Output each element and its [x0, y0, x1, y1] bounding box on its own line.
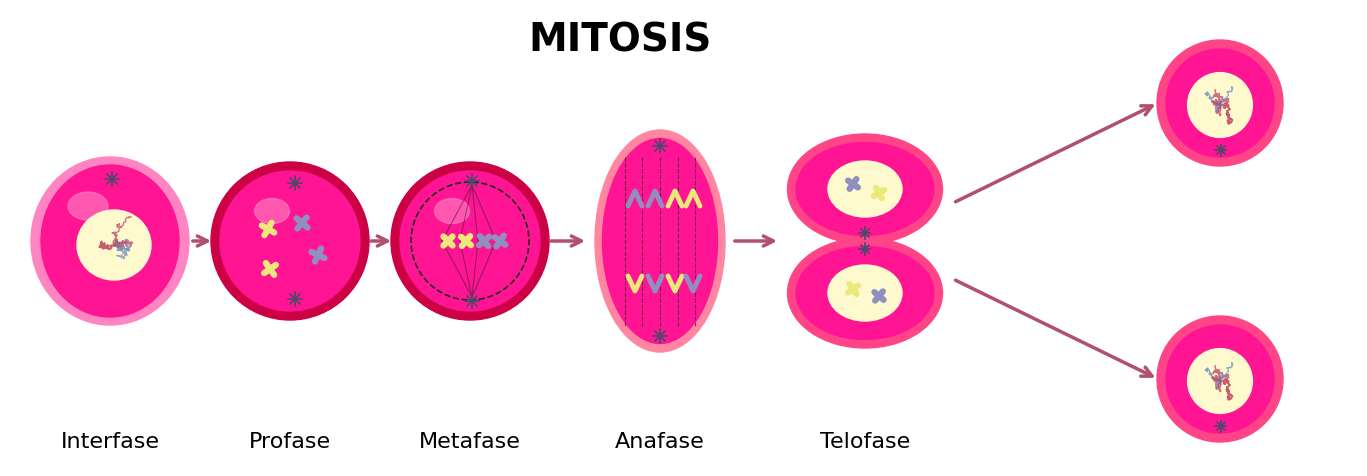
Circle shape	[1166, 50, 1274, 158]
Circle shape	[465, 240, 468, 243]
Circle shape	[447, 240, 450, 243]
Ellipse shape	[211, 163, 369, 320]
Circle shape	[1156, 317, 1284, 442]
Circle shape	[852, 183, 854, 186]
Circle shape	[1188, 73, 1252, 138]
Circle shape	[878, 295, 880, 298]
Ellipse shape	[31, 158, 189, 325]
Ellipse shape	[828, 266, 902, 321]
Ellipse shape	[401, 172, 540, 311]
Circle shape	[878, 192, 880, 195]
Circle shape	[483, 240, 485, 243]
Ellipse shape	[603, 139, 718, 344]
Ellipse shape	[254, 199, 290, 224]
Ellipse shape	[68, 193, 108, 220]
Ellipse shape	[595, 131, 725, 352]
Text: Metafase: Metafase	[420, 431, 521, 451]
Ellipse shape	[41, 166, 179, 317]
Text: MITOSIS: MITOSIS	[528, 22, 712, 60]
Ellipse shape	[787, 238, 942, 348]
Ellipse shape	[828, 162, 902, 218]
Circle shape	[499, 240, 502, 243]
Circle shape	[852, 288, 854, 291]
Ellipse shape	[435, 199, 469, 224]
Ellipse shape	[796, 143, 934, 236]
Circle shape	[316, 254, 320, 257]
Ellipse shape	[391, 163, 550, 320]
Circle shape	[267, 228, 269, 231]
Text: Profase: Profase	[249, 431, 331, 451]
Ellipse shape	[796, 247, 934, 340]
Text: Interfase: Interfase	[60, 431, 160, 451]
Ellipse shape	[220, 172, 360, 311]
Text: Telofase: Telofase	[820, 431, 910, 451]
Circle shape	[268, 268, 272, 271]
Circle shape	[1166, 325, 1274, 433]
Ellipse shape	[787, 135, 942, 245]
Circle shape	[1156, 41, 1284, 167]
Text: Anafase: Anafase	[615, 431, 705, 451]
Circle shape	[1188, 349, 1252, 414]
Ellipse shape	[77, 210, 150, 280]
Circle shape	[301, 222, 303, 225]
